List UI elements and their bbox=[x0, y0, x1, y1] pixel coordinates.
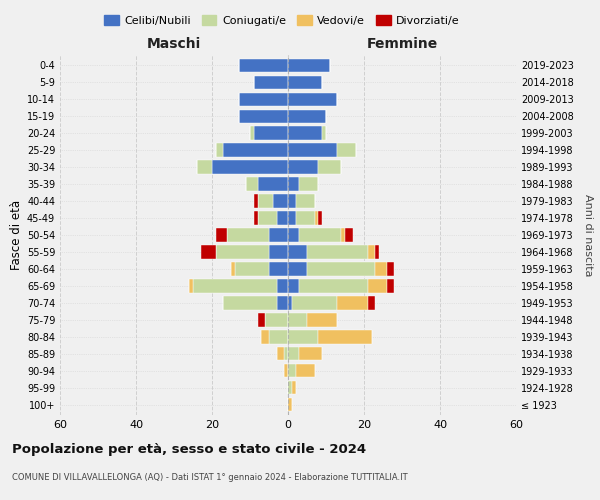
Bar bbox=[387, 262, 394, 276]
Bar bbox=[189, 280, 193, 292]
Bar bbox=[387, 280, 394, 292]
Text: Maschi: Maschi bbox=[147, 38, 201, 52]
Bar bbox=[288, 398, 292, 411]
Bar bbox=[288, 160, 319, 173]
Bar bbox=[319, 212, 322, 224]
Bar bbox=[254, 194, 257, 207]
Bar bbox=[345, 228, 353, 241]
Bar bbox=[254, 76, 288, 89]
Bar bbox=[288, 347, 299, 360]
Bar bbox=[284, 364, 288, 378]
Bar bbox=[216, 228, 227, 241]
Bar bbox=[288, 296, 292, 310]
Bar bbox=[212, 160, 288, 173]
Bar bbox=[239, 110, 288, 123]
Bar bbox=[223, 144, 288, 156]
Bar bbox=[296, 194, 314, 207]
Bar bbox=[269, 262, 288, 276]
Bar bbox=[319, 330, 371, 344]
Bar bbox=[273, 194, 288, 207]
Bar bbox=[288, 76, 322, 89]
Bar bbox=[277, 347, 284, 360]
Bar bbox=[250, 126, 254, 140]
Bar bbox=[296, 212, 314, 224]
Bar bbox=[254, 212, 257, 224]
Legend: Celibi/Nubili, Coniugati/e, Vedovi/e, Divorziati/e: Celibi/Nubili, Coniugati/e, Vedovi/e, Di… bbox=[100, 10, 464, 30]
Bar bbox=[223, 296, 277, 310]
Y-axis label: Anni di nascita: Anni di nascita bbox=[583, 194, 593, 276]
Bar bbox=[337, 296, 368, 310]
Bar bbox=[277, 296, 288, 310]
Bar bbox=[368, 296, 376, 310]
Bar bbox=[257, 314, 265, 326]
Bar bbox=[288, 92, 337, 106]
Bar bbox=[284, 347, 288, 360]
Bar bbox=[216, 246, 269, 258]
Bar bbox=[288, 381, 292, 394]
Bar bbox=[216, 144, 223, 156]
Bar bbox=[246, 178, 257, 190]
Bar bbox=[296, 364, 314, 378]
Bar bbox=[288, 262, 307, 276]
Bar bbox=[200, 246, 216, 258]
Bar bbox=[257, 178, 288, 190]
Bar bbox=[288, 110, 326, 123]
Bar bbox=[288, 228, 299, 241]
Bar bbox=[288, 314, 307, 326]
Bar bbox=[307, 246, 368, 258]
Bar bbox=[277, 280, 288, 292]
Y-axis label: Fasce di età: Fasce di età bbox=[10, 200, 23, 270]
Bar bbox=[197, 160, 212, 173]
Bar bbox=[269, 330, 288, 344]
Bar bbox=[314, 212, 319, 224]
Bar bbox=[376, 246, 379, 258]
Bar bbox=[307, 262, 376, 276]
Bar bbox=[299, 280, 368, 292]
Bar bbox=[376, 262, 387, 276]
Text: Femmine: Femmine bbox=[367, 38, 437, 52]
Bar bbox=[288, 144, 337, 156]
Bar bbox=[288, 126, 322, 140]
Bar bbox=[288, 364, 296, 378]
Bar bbox=[337, 144, 356, 156]
Bar bbox=[269, 246, 288, 258]
Bar bbox=[299, 178, 319, 190]
Bar bbox=[292, 381, 296, 394]
Bar bbox=[341, 228, 345, 241]
Bar bbox=[288, 58, 330, 72]
Bar bbox=[288, 212, 296, 224]
Bar bbox=[307, 314, 337, 326]
Bar bbox=[368, 280, 387, 292]
Bar bbox=[288, 178, 299, 190]
Bar bbox=[368, 246, 376, 258]
Bar bbox=[235, 262, 269, 276]
Bar bbox=[288, 330, 319, 344]
Bar bbox=[299, 228, 341, 241]
Bar bbox=[257, 194, 273, 207]
Bar bbox=[288, 280, 299, 292]
Text: Popolazione per età, sesso e stato civile - 2024: Popolazione per età, sesso e stato civil… bbox=[12, 442, 366, 456]
Text: COMUNE DI VILLAVALLELONGA (AQ) - Dati ISTAT 1° gennaio 2024 - Elaborazione TUTTI: COMUNE DI VILLAVALLELONGA (AQ) - Dati IS… bbox=[12, 472, 407, 482]
Bar bbox=[239, 92, 288, 106]
Bar bbox=[265, 314, 288, 326]
Bar bbox=[257, 212, 277, 224]
Bar bbox=[239, 58, 288, 72]
Bar bbox=[299, 347, 322, 360]
Bar bbox=[277, 212, 288, 224]
Bar bbox=[319, 160, 341, 173]
Bar bbox=[254, 126, 288, 140]
Bar bbox=[262, 330, 269, 344]
Bar bbox=[231, 262, 235, 276]
Bar bbox=[269, 228, 288, 241]
Bar bbox=[288, 246, 307, 258]
Bar bbox=[292, 296, 337, 310]
Bar bbox=[288, 194, 296, 207]
Bar bbox=[193, 280, 277, 292]
Bar bbox=[227, 228, 269, 241]
Bar bbox=[322, 126, 326, 140]
